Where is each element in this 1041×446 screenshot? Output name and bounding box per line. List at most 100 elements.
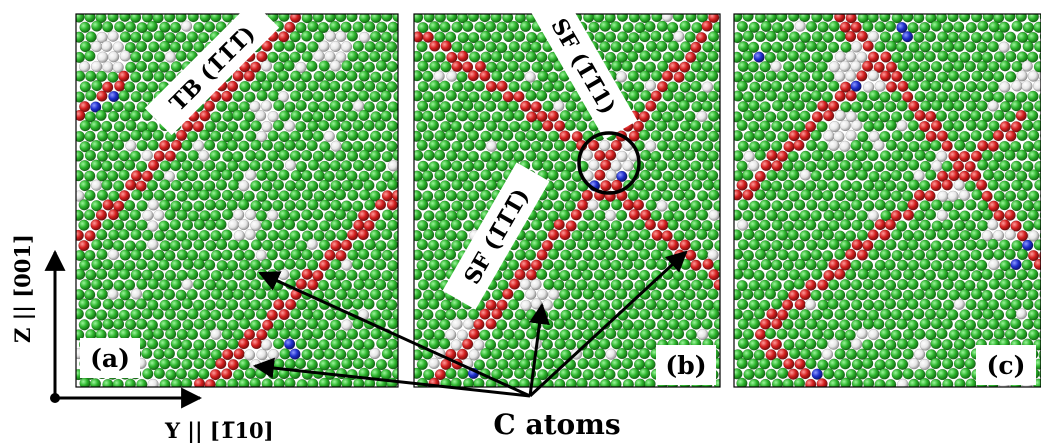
green-atom <box>462 180 474 192</box>
green-atom <box>181 40 194 53</box>
green-atom <box>496 319 508 331</box>
green-atom <box>490 51 503 63</box>
white-atom <box>1027 230 1040 242</box>
green-atom <box>204 358 217 370</box>
green-atom <box>456 230 468 242</box>
green-atom <box>988 60 1000 73</box>
green-atom <box>594 209 606 222</box>
green-atom <box>845 348 858 360</box>
green-atom <box>393 230 398 242</box>
green-atom <box>771 140 783 152</box>
green-atom <box>85 89 97 102</box>
green-atom <box>863 219 875 231</box>
green-atom <box>130 91 142 103</box>
green-atom <box>668 200 680 212</box>
green-atom <box>782 40 794 53</box>
green-atom <box>124 318 137 331</box>
green-atom <box>839 358 851 370</box>
green-atom <box>851 199 863 211</box>
green-atom <box>570 190 582 202</box>
red-atom <box>307 279 319 291</box>
green-atom <box>777 131 789 143</box>
green-atom <box>931 199 943 211</box>
white-atom <box>260 60 273 72</box>
green-atom <box>610 60 623 72</box>
red-atom <box>102 81 114 93</box>
green-atom <box>272 80 284 92</box>
green-atom <box>340 160 353 172</box>
green-atom <box>340 21 352 33</box>
green-atom <box>164 190 176 202</box>
green-atom <box>1021 179 1033 192</box>
green-atom <box>232 288 244 301</box>
green-atom <box>582 249 594 262</box>
green-atom <box>1034 179 1041 191</box>
white-atom <box>318 40 330 52</box>
green-atom <box>513 367 526 380</box>
green-atom <box>754 189 766 201</box>
green-atom <box>981 329 994 341</box>
green-atom <box>599 41 611 53</box>
green-atom <box>113 219 125 231</box>
green-atom <box>95 109 107 122</box>
green-atom <box>844 230 857 242</box>
green-atom <box>587 259 600 271</box>
green-atom <box>547 189 559 201</box>
green-atom <box>640 149 652 162</box>
green-atom <box>456 131 468 143</box>
white-atom <box>428 357 440 370</box>
green-atom <box>221 308 233 320</box>
red-atom <box>346 229 359 241</box>
green-atom <box>982 308 994 320</box>
green-atom <box>947 367 959 380</box>
green-atom <box>582 229 595 242</box>
green-atom <box>536 90 548 102</box>
white-atom <box>867 70 880 82</box>
green-atom <box>261 180 273 192</box>
green-atom <box>222 150 234 162</box>
green-atom <box>78 199 90 211</box>
green-atom <box>971 308 983 320</box>
white-atom <box>313 50 325 62</box>
green-atom <box>463 139 475 152</box>
green-atom <box>925 169 937 181</box>
green-atom <box>667 81 679 93</box>
red-atom <box>1004 209 1016 221</box>
green-atom <box>890 329 902 341</box>
green-atom <box>302 129 314 141</box>
green-atom <box>810 129 822 142</box>
green-atom <box>799 209 811 222</box>
white-atom <box>992 229 1005 242</box>
green-atom <box>358 328 371 340</box>
green-atom <box>363 119 375 132</box>
green-atom <box>290 248 302 261</box>
green-atom <box>867 348 879 361</box>
white-atom <box>329 60 342 72</box>
green-atom <box>497 120 509 132</box>
green-atom <box>135 258 148 271</box>
green-atom <box>381 309 393 321</box>
green-atom <box>295 160 308 173</box>
red-atom <box>238 337 250 350</box>
green-atom <box>76 209 84 221</box>
green-atom <box>678 99 690 112</box>
green-atom <box>918 179 931 192</box>
green-atom <box>176 209 188 221</box>
green-atom <box>358 269 370 282</box>
green-atom <box>255 288 267 300</box>
green-atom <box>777 367 789 379</box>
green-atom <box>947 70 960 82</box>
callout-arrow-3 <box>528 302 550 397</box>
green-atom <box>422 110 434 122</box>
green-atom <box>450 120 462 133</box>
green-atom <box>1027 309 1039 321</box>
green-atom <box>782 259 794 271</box>
green-atom <box>363 179 375 192</box>
green-atom <box>982 70 994 82</box>
green-atom <box>661 328 673 341</box>
green-atom <box>186 249 199 261</box>
green-atom <box>467 14 480 23</box>
green-atom <box>502 268 514 281</box>
green-atom <box>204 219 217 231</box>
green-atom <box>541 338 554 351</box>
